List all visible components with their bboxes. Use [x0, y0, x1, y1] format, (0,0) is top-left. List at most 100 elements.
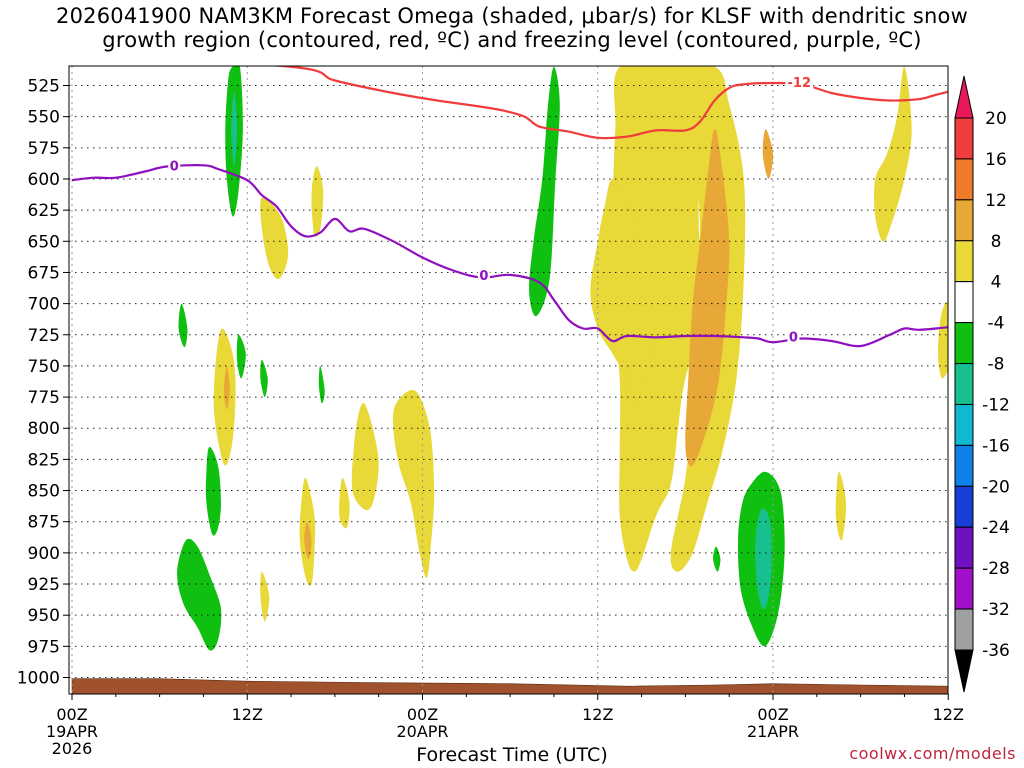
- y-tick-label: 800: [28, 419, 60, 439]
- y-tick-label: 975: [28, 637, 60, 657]
- y-tick-label: 850: [28, 482, 60, 502]
- x-tick-label: 00Z: [56, 705, 87, 724]
- colorbar-box: [954, 608, 974, 651]
- contour-line-freezing-level: [71, 164, 948, 348]
- x-tick-label: 12Z: [232, 705, 263, 724]
- contour-label-bg: [477, 268, 490, 283]
- y-tick-label: 950: [28, 606, 60, 626]
- colorbar-label: -36: [982, 641, 1010, 661]
- omega-region-yellow: [611, 66, 718, 572]
- omega-region-yellow: [393, 389, 435, 579]
- plot-frame: [68, 65, 949, 695]
- omega-region-yellow: [351, 402, 379, 511]
- omega-region-green: [236, 334, 246, 379]
- x-tick-year: 2026: [52, 739, 93, 758]
- omega-region-gold: [304, 521, 312, 560]
- x-tick-label: 00Z: [757, 705, 788, 724]
- x-tick-label: 12Z: [933, 705, 964, 724]
- contour-label-bg: [787, 329, 800, 344]
- colorbar-box: [954, 158, 974, 201]
- contour-label: -12: [788, 76, 812, 91]
- omega-region-green: [260, 359, 268, 398]
- colorbar-label: -16: [982, 436, 1010, 456]
- y-tick-label: 700: [28, 295, 60, 315]
- contour-lines: 0 0 0 -12: [71, 66, 948, 348]
- colorbar-box: [954, 199, 974, 242]
- colorbar-box: [954, 363, 974, 405]
- omega-region-green: [318, 365, 325, 404]
- y-tick-label: 575: [28, 139, 60, 159]
- title-line-1: 2026041900 NAM3KM Forecast Omega (shaded…: [56, 4, 968, 28]
- contour-line-dendritic-growth: [267, 66, 948, 140]
- colorbar-label: 12: [985, 191, 1007, 211]
- colorbar-label: -32: [982, 600, 1010, 620]
- contour-label-bg: [785, 75, 814, 90]
- omega-region-green: [177, 538, 222, 651]
- omega-region-gold: [685, 128, 730, 467]
- terrain-fill: [71, 678, 948, 694]
- colorbar-label: -8: [988, 355, 1005, 375]
- omega-region-gold: [223, 365, 230, 410]
- colorbar-label: -20: [982, 477, 1010, 497]
- colorbar-box: [954, 567, 974, 610]
- x-axis-label: Forecast Time (UTC): [416, 744, 608, 766]
- colorbar-box: [954, 444, 974, 487]
- y-tick-label: 525: [28, 77, 60, 97]
- omega-region-yellow: [937, 301, 948, 379]
- colorbar-label: -24: [982, 518, 1010, 538]
- contour-label: 0: [789, 330, 798, 345]
- y-tick-label: 875: [28, 513, 60, 533]
- chart-title: 2026041900 NAM3KM Forecast Omega (shaded…: [0, 4, 1024, 52]
- colorbar-min-arrow: [954, 649, 974, 693]
- contour-label: 0: [170, 160, 179, 175]
- colorbar-box: [954, 117, 974, 160]
- colorbar-label: 4: [991, 273, 1002, 293]
- omega-region-green: [205, 446, 221, 536]
- omega-region-yellow: [260, 197, 289, 280]
- omega-region-yellow: [835, 471, 847, 541]
- terrain-surface: [71, 678, 948, 694]
- y-tick-label: 1000: [17, 669, 60, 689]
- colorbar-box: [954, 240, 974, 283]
- omega-region-yellow: [311, 166, 324, 237]
- credit-link[interactable]: coolwx.com/models: [849, 744, 1016, 763]
- omega-region-green: [713, 546, 721, 572]
- omega-region-gold: [762, 129, 774, 179]
- colorbar-label: 8: [991, 232, 1002, 252]
- omega-region-yellow: [874, 66, 912, 242]
- y-tick-label: 625: [28, 201, 60, 221]
- omega-region-yellow: [590, 179, 658, 404]
- y-tick-label: 600: [28, 170, 60, 190]
- y-axis: 525 550 575 600 625 650 675 700 725 750 775 800 825 8…: [17, 77, 69, 689]
- colorbar-label: 20: [985, 109, 1007, 129]
- title-line-2: growth region (contoured, red, ºC) and f…: [102, 28, 922, 52]
- colorbar-label: -28: [982, 559, 1010, 579]
- y-tick-label: 725: [28, 326, 60, 346]
- x-tick-label: 12Z: [582, 705, 613, 724]
- y-tick-label: 550: [28, 108, 60, 128]
- x-tick-date: 20APR: [396, 722, 448, 741]
- x-tick-date: 19APR: [46, 722, 98, 741]
- omega-region-green: [178, 303, 188, 348]
- contour-label-bg: [168, 158, 181, 173]
- colorbar-label: -12: [982, 395, 1010, 415]
- y-tick-label: 675: [28, 263, 60, 283]
- omega-region-yellow: [339, 477, 350, 529]
- x-tick-date: 21APR: [747, 722, 799, 741]
- colorbar-box: [954, 322, 974, 365]
- y-tick-label: 750: [28, 357, 60, 377]
- colorbar-max-arrow: [954, 75, 974, 119]
- y-tick-label: 825: [28, 450, 60, 470]
- omega-region-teal: [231, 91, 237, 167]
- colorbar-label: 16: [985, 150, 1007, 170]
- colorbar-label: -4: [988, 314, 1005, 334]
- colorbar-box: [954, 403, 974, 446]
- y-tick-label: 775: [28, 388, 60, 408]
- y-tick-label: 900: [28, 544, 60, 564]
- y-tick-label: 650: [28, 232, 60, 252]
- colorbar: 20 16 12 8 4 -4 -8 -12 -16 -20 -24 -28 -32 -36: [954, 75, 1010, 693]
- contour-label: 0: [479, 269, 488, 284]
- colorbar-box: [954, 281, 974, 324]
